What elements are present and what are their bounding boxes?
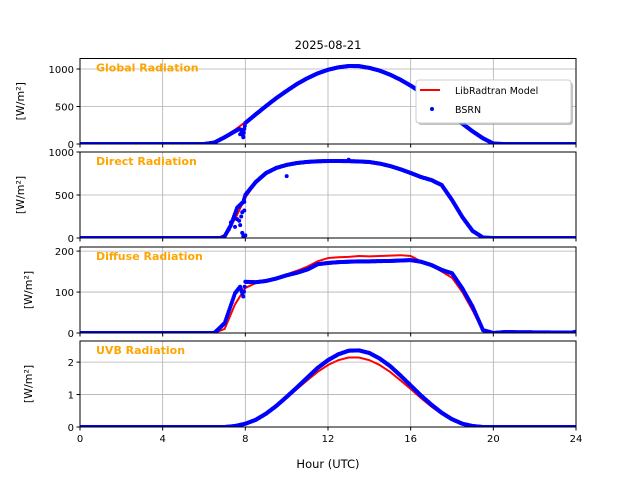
y-tick-label: 500 <box>55 191 74 202</box>
panel-2: 0 100 200 Diffuse Radiation [W/m²] <box>22 246 577 340</box>
bsrn-point <box>284 174 289 179</box>
bsrn-point <box>242 199 247 204</box>
x-tick-label: 16 <box>404 434 417 445</box>
x-axis-label: Hour (UTC) <box>296 457 359 471</box>
bsrn-series <box>80 157 576 238</box>
y-tick-label: 1000 <box>49 148 74 159</box>
bsrn-point <box>242 124 247 128</box>
x-tick-label: 0 <box>77 434 83 445</box>
panel-0: 0 500 1000 Global Radiation [W/m²] <box>14 58 577 151</box>
y-axis-label: [W/m²] <box>22 271 35 309</box>
panel-title: Global Radiation <box>96 62 199 75</box>
y-tick-label: 1 <box>68 391 74 402</box>
panel-title: UVB Radiation <box>96 344 185 357</box>
bsrn-point <box>241 294 246 299</box>
legend-box <box>415 79 572 124</box>
panel-title: Direct Radiation <box>96 155 197 168</box>
bsrn-series <box>80 64 576 144</box>
y-tick-label: 0 <box>68 329 74 340</box>
bsrn-point <box>242 284 247 289</box>
y-tick-label: 0 <box>68 140 74 151</box>
bsrn-series <box>80 348 576 427</box>
bsrn-point <box>573 329 576 333</box>
y-axis-label: [W/m²] <box>14 82 27 120</box>
x-tick-label: 4 <box>159 434 165 445</box>
bsrn-point <box>241 135 246 140</box>
y-tick-label: 200 <box>55 247 74 258</box>
legend: LibRadtran Model BSRN <box>415 79 573 125</box>
bsrn-point <box>226 227 231 232</box>
x-tick-label: 8 <box>242 434 248 445</box>
bsrn-point <box>282 90 287 95</box>
bsrn-point <box>240 210 245 215</box>
bsrn-point <box>233 224 237 229</box>
y-tick-label: 1000 <box>49 65 74 76</box>
bsrn-point <box>240 230 245 235</box>
y-tick-label: 100 <box>55 288 74 299</box>
chart-title: 2025-08-21 <box>295 38 362 52</box>
bsrn-point <box>228 220 233 225</box>
bsrn-point <box>238 223 243 228</box>
y-tick-label: 0 <box>68 234 74 245</box>
panel-1: 0 500 1000 Direct Radiation [W/m²] <box>14 148 577 245</box>
x-tick-label: 20 <box>487 434 500 445</box>
legend-bsrn-marker <box>430 107 434 111</box>
legend-model-label: LibRadtran Model <box>455 86 538 97</box>
y-axis-label: [W/m²] <box>14 176 27 214</box>
bsrn-point <box>242 127 247 131</box>
x-tick-label: 24 <box>570 434 583 445</box>
bsrn-series <box>80 258 576 333</box>
y-tick-label: 500 <box>55 103 74 114</box>
bsrn-point <box>243 233 248 238</box>
x-tick-label: 12 <box>322 434 335 445</box>
legend-bsrn-label: BSRN <box>455 105 481 116</box>
bsrn-point <box>346 157 351 162</box>
bsrn-point <box>237 218 242 223</box>
bsrn-point <box>240 130 245 134</box>
y-tick-label: 0 <box>68 423 74 434</box>
y-tick-label: 2 <box>68 358 74 369</box>
y-axis-label: [W/m²] <box>22 365 35 403</box>
bsrn-point <box>241 289 246 294</box>
bsrn-point <box>239 214 244 219</box>
panel-title: Diffuse Radiation <box>96 250 203 263</box>
